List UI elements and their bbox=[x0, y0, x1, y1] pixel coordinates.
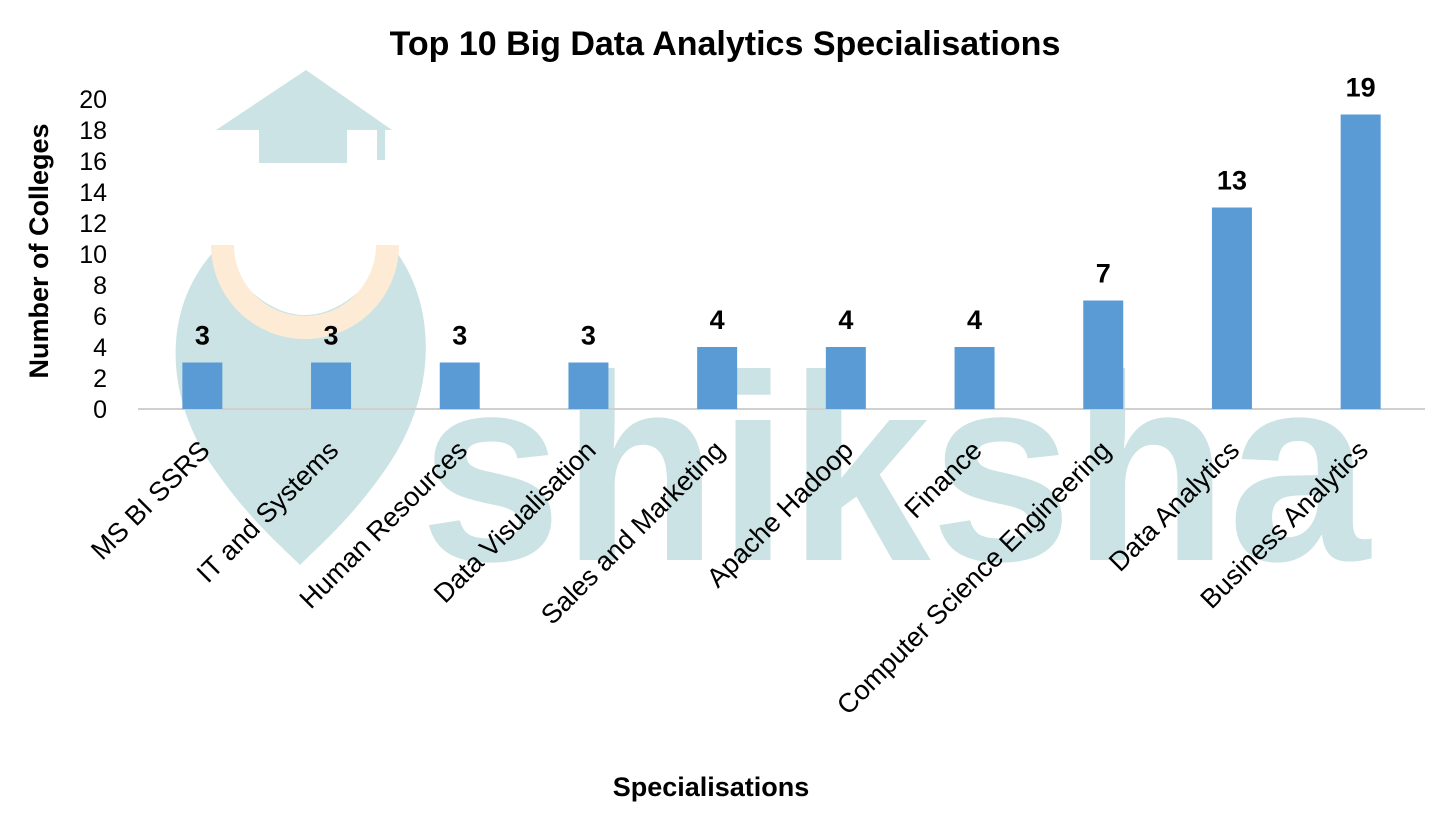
y-tick-label: 12 bbox=[79, 210, 107, 238]
y-tick-label: 16 bbox=[79, 148, 107, 176]
watermark-logo bbox=[175, 70, 426, 565]
bar bbox=[825, 347, 866, 409]
bar-value-label: 3 bbox=[452, 321, 467, 351]
y-axis-title: Number of Colleges bbox=[24, 123, 54, 378]
watermark-cap-top bbox=[216, 70, 392, 130]
bar bbox=[954, 347, 995, 409]
watermark-face bbox=[211, 245, 399, 339]
bar-value-label: 3 bbox=[581, 321, 596, 351]
y-tick-label: 8 bbox=[93, 272, 107, 300]
bar bbox=[1340, 114, 1381, 409]
bar-value-label: 19 bbox=[1346, 73, 1376, 103]
bar-value-label: 13 bbox=[1217, 166, 1247, 196]
y-tick-label: 20 bbox=[79, 86, 107, 114]
watermark-cap-base bbox=[259, 128, 347, 163]
bar-value-label: 4 bbox=[710, 305, 725, 335]
chart-title: Top 10 Big Data Analytics Specialisation… bbox=[390, 25, 1061, 63]
bar-value-label: 4 bbox=[967, 305, 982, 335]
bar-value-label: 7 bbox=[1096, 259, 1111, 289]
watermark-body bbox=[175, 250, 426, 565]
y-tick-label: 2 bbox=[93, 365, 107, 393]
bar bbox=[697, 347, 738, 409]
y-tick-label: 0 bbox=[93, 396, 107, 424]
bar bbox=[1083, 300, 1124, 409]
bar-value-label: 3 bbox=[195, 321, 210, 351]
y-tick-label: 14 bbox=[79, 179, 107, 207]
bar bbox=[311, 362, 352, 409]
category-label: MS BI SSRS bbox=[85, 435, 215, 565]
y-tick-labels: 0 2 4 6 8 10 12 14 16 18 20 bbox=[79, 86, 107, 424]
bar-value-label: 4 bbox=[838, 305, 853, 335]
bar bbox=[182, 362, 223, 409]
bar bbox=[1211, 207, 1252, 409]
bar-value-label: 3 bbox=[324, 321, 339, 351]
watermark-cap-tassel bbox=[377, 128, 385, 160]
bar bbox=[439, 362, 480, 409]
bars bbox=[182, 114, 1381, 409]
x-axis-title: Specialisations bbox=[613, 772, 810, 802]
bar bbox=[568, 362, 609, 409]
y-tick-label: 4 bbox=[93, 334, 107, 362]
y-tick-label: 6 bbox=[93, 303, 107, 331]
data-labels: 3 3 3 3 4 4 4 7 13 19 bbox=[195, 73, 1376, 351]
y-tick-label: 18 bbox=[79, 117, 107, 145]
y-tick-label: 10 bbox=[79, 241, 107, 269]
